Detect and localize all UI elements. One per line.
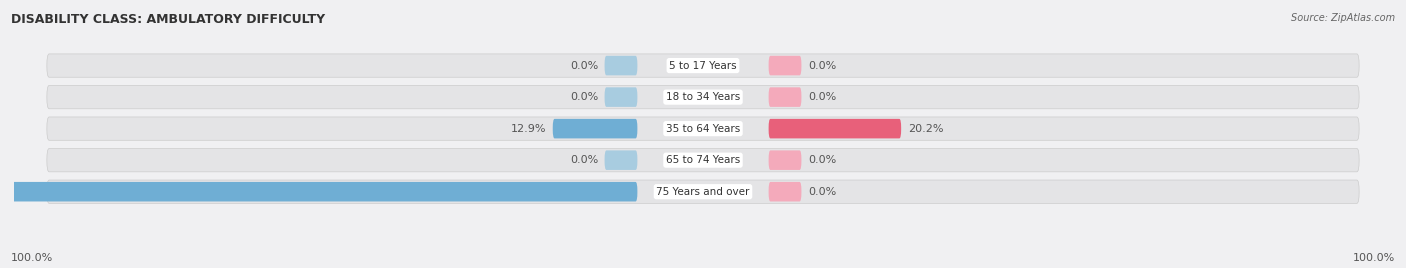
FancyBboxPatch shape (46, 180, 1360, 203)
Text: 100.0%: 100.0% (1353, 253, 1395, 263)
Text: 5 to 17 Years: 5 to 17 Years (669, 61, 737, 70)
FancyBboxPatch shape (769, 182, 801, 202)
Text: 0.0%: 0.0% (569, 155, 598, 165)
Text: 20.2%: 20.2% (908, 124, 943, 134)
FancyBboxPatch shape (46, 54, 1360, 77)
FancyBboxPatch shape (46, 148, 1360, 172)
Text: DISABILITY CLASS: AMBULATORY DIFFICULTY: DISABILITY CLASS: AMBULATORY DIFFICULTY (11, 13, 325, 27)
Text: Source: ZipAtlas.com: Source: ZipAtlas.com (1291, 13, 1395, 23)
Text: 0.0%: 0.0% (808, 155, 837, 165)
Text: 0.0%: 0.0% (808, 92, 837, 102)
Text: 0.0%: 0.0% (808, 187, 837, 197)
FancyBboxPatch shape (605, 150, 637, 170)
FancyBboxPatch shape (553, 119, 637, 138)
Text: 0.0%: 0.0% (569, 61, 598, 70)
FancyBboxPatch shape (769, 119, 901, 138)
FancyBboxPatch shape (46, 85, 1360, 109)
FancyBboxPatch shape (769, 87, 801, 107)
Text: 12.9%: 12.9% (510, 124, 546, 134)
Text: 18 to 34 Years: 18 to 34 Years (666, 92, 740, 102)
FancyBboxPatch shape (605, 87, 637, 107)
Text: 100.0%: 100.0% (11, 253, 53, 263)
FancyBboxPatch shape (769, 56, 801, 75)
FancyBboxPatch shape (769, 150, 801, 170)
FancyBboxPatch shape (0, 182, 637, 202)
FancyBboxPatch shape (46, 117, 1360, 140)
Text: 75 Years and over: 75 Years and over (657, 187, 749, 197)
Text: 65 to 74 Years: 65 to 74 Years (666, 155, 740, 165)
Text: 35 to 64 Years: 35 to 64 Years (666, 124, 740, 134)
Text: 0.0%: 0.0% (808, 61, 837, 70)
Text: 0.0%: 0.0% (569, 92, 598, 102)
FancyBboxPatch shape (605, 56, 637, 75)
